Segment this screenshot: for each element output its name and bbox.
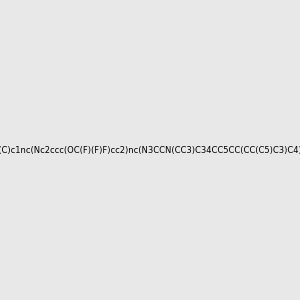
Text: CN(C)c1nc(Nc2ccc(OC(F)(F)F)cc2)nc(N3CCN(CC3)C34CC5CC(CC(C5)C3)C4)n1: CN(C)c1nc(Nc2ccc(OC(F)(F)F)cc2)nc(N3CCN(…: [0, 146, 300, 154]
